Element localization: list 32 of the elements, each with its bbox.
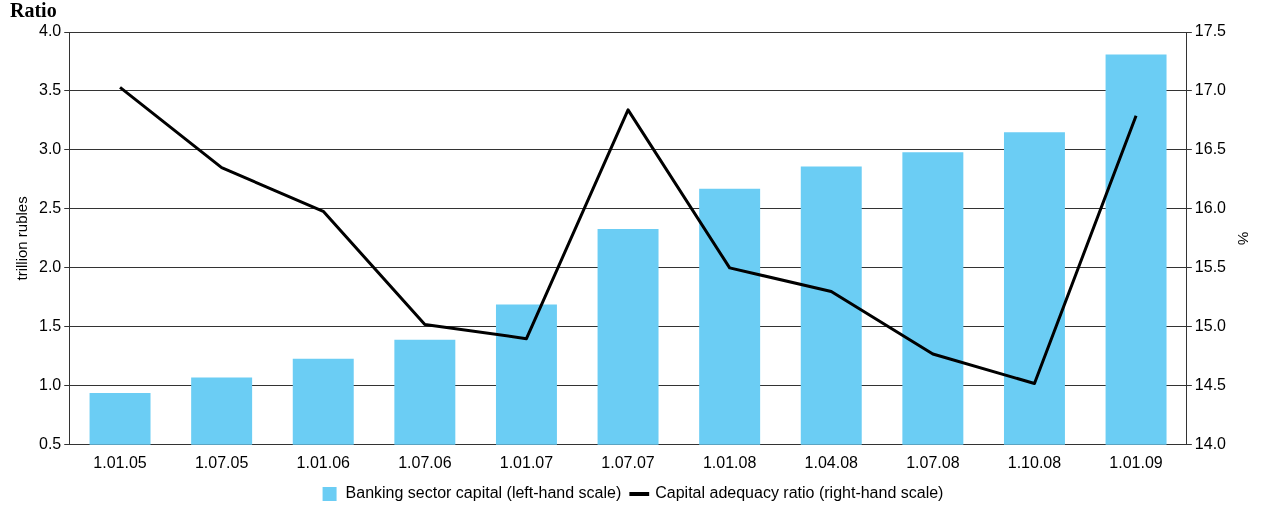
y-tick-label: 2.5 xyxy=(38,199,62,217)
x-tick-label: 1.07.08 xyxy=(906,453,960,471)
x-tick-label: 1.01.07 xyxy=(499,453,554,471)
y-tick-label: 2.0 xyxy=(38,258,62,276)
x-tick-label: 1.01.05 xyxy=(93,453,147,471)
x-tick-label: 1.07.07 xyxy=(601,453,655,471)
legend-label: Banking sector capital (left-hand scale) xyxy=(345,484,622,502)
y2-tick-label: 17.5 xyxy=(1194,22,1227,40)
y2-tick-label: 14.0 xyxy=(1194,435,1227,453)
x-tick-label: 1.07.06 xyxy=(398,453,452,471)
y2-tick-label: 17.0 xyxy=(1194,81,1227,99)
x-tick-label: 1.10.08 xyxy=(1007,453,1062,471)
legend-label: Capital adequacy ratio (right-hand scale) xyxy=(655,484,944,502)
y2-tick-label: 14.5 xyxy=(1194,376,1227,394)
y2-tick-label: 16.5 xyxy=(1194,140,1227,158)
x-tick-label: 1.01.09 xyxy=(1109,453,1163,471)
y2-tick-label: 15.0 xyxy=(1194,317,1227,335)
y-tick-label: 1.5 xyxy=(38,317,62,335)
x-tick-label: 1.07.05 xyxy=(194,453,249,471)
x-tick-label: 1.01.08 xyxy=(702,453,757,471)
y-tick-label: 0.5 xyxy=(38,435,62,453)
y-tick-label: 4.0 xyxy=(38,22,62,40)
y2-axis-title: % xyxy=(1234,231,1252,246)
y-tick-label: 1.0 xyxy=(38,376,62,394)
y-tick-label: 3.0 xyxy=(38,140,62,158)
x-tick-label: 1.01.06 xyxy=(296,453,351,471)
y2-tick-label: 15.5 xyxy=(1194,258,1227,276)
chart-title: Ratio xyxy=(10,0,57,22)
y-tick-label: 3.5 xyxy=(38,81,62,99)
x-tick-label: 1.04.08 xyxy=(804,453,859,471)
y-axis-title: trillion rubles xyxy=(13,196,31,281)
y2-tick-label: 16.0 xyxy=(1194,199,1227,217)
